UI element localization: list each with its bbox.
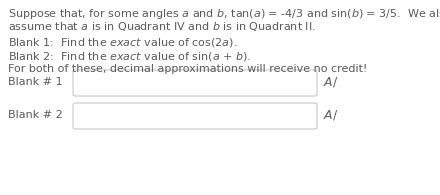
Text: $\mathit{A}$/: $\mathit{A}$/ bbox=[323, 75, 338, 89]
FancyBboxPatch shape bbox=[73, 103, 317, 129]
Text: Suppose that, for some angles $a$ and $b$, tan($a$) = -4/3 and sin($b$) = 3/5.  : Suppose that, for some angles $a$ and $b… bbox=[8, 7, 440, 21]
Text: For both of these, decimal approximations will receive no credit!: For both of these, decimal approximation… bbox=[8, 64, 367, 74]
Text: Blank # 2: Blank # 2 bbox=[8, 110, 63, 120]
Text: Blank # 1: Blank # 1 bbox=[8, 77, 62, 87]
FancyBboxPatch shape bbox=[73, 70, 317, 96]
Text: $\mathit{A}$/: $\mathit{A}$/ bbox=[323, 108, 338, 122]
Text: Blank 2:  Find the $exact$ value of sin($a$ + $b$).: Blank 2: Find the $exact$ value of sin($… bbox=[8, 50, 251, 63]
Text: assume that $a$ is in Quadrant IV and $b$ is in Quadrant II.: assume that $a$ is in Quadrant IV and $b… bbox=[8, 20, 316, 33]
Text: Blank 1:  Find the $exact$ value of cos(2$a$).: Blank 1: Find the $exact$ value of cos(2… bbox=[8, 36, 238, 49]
